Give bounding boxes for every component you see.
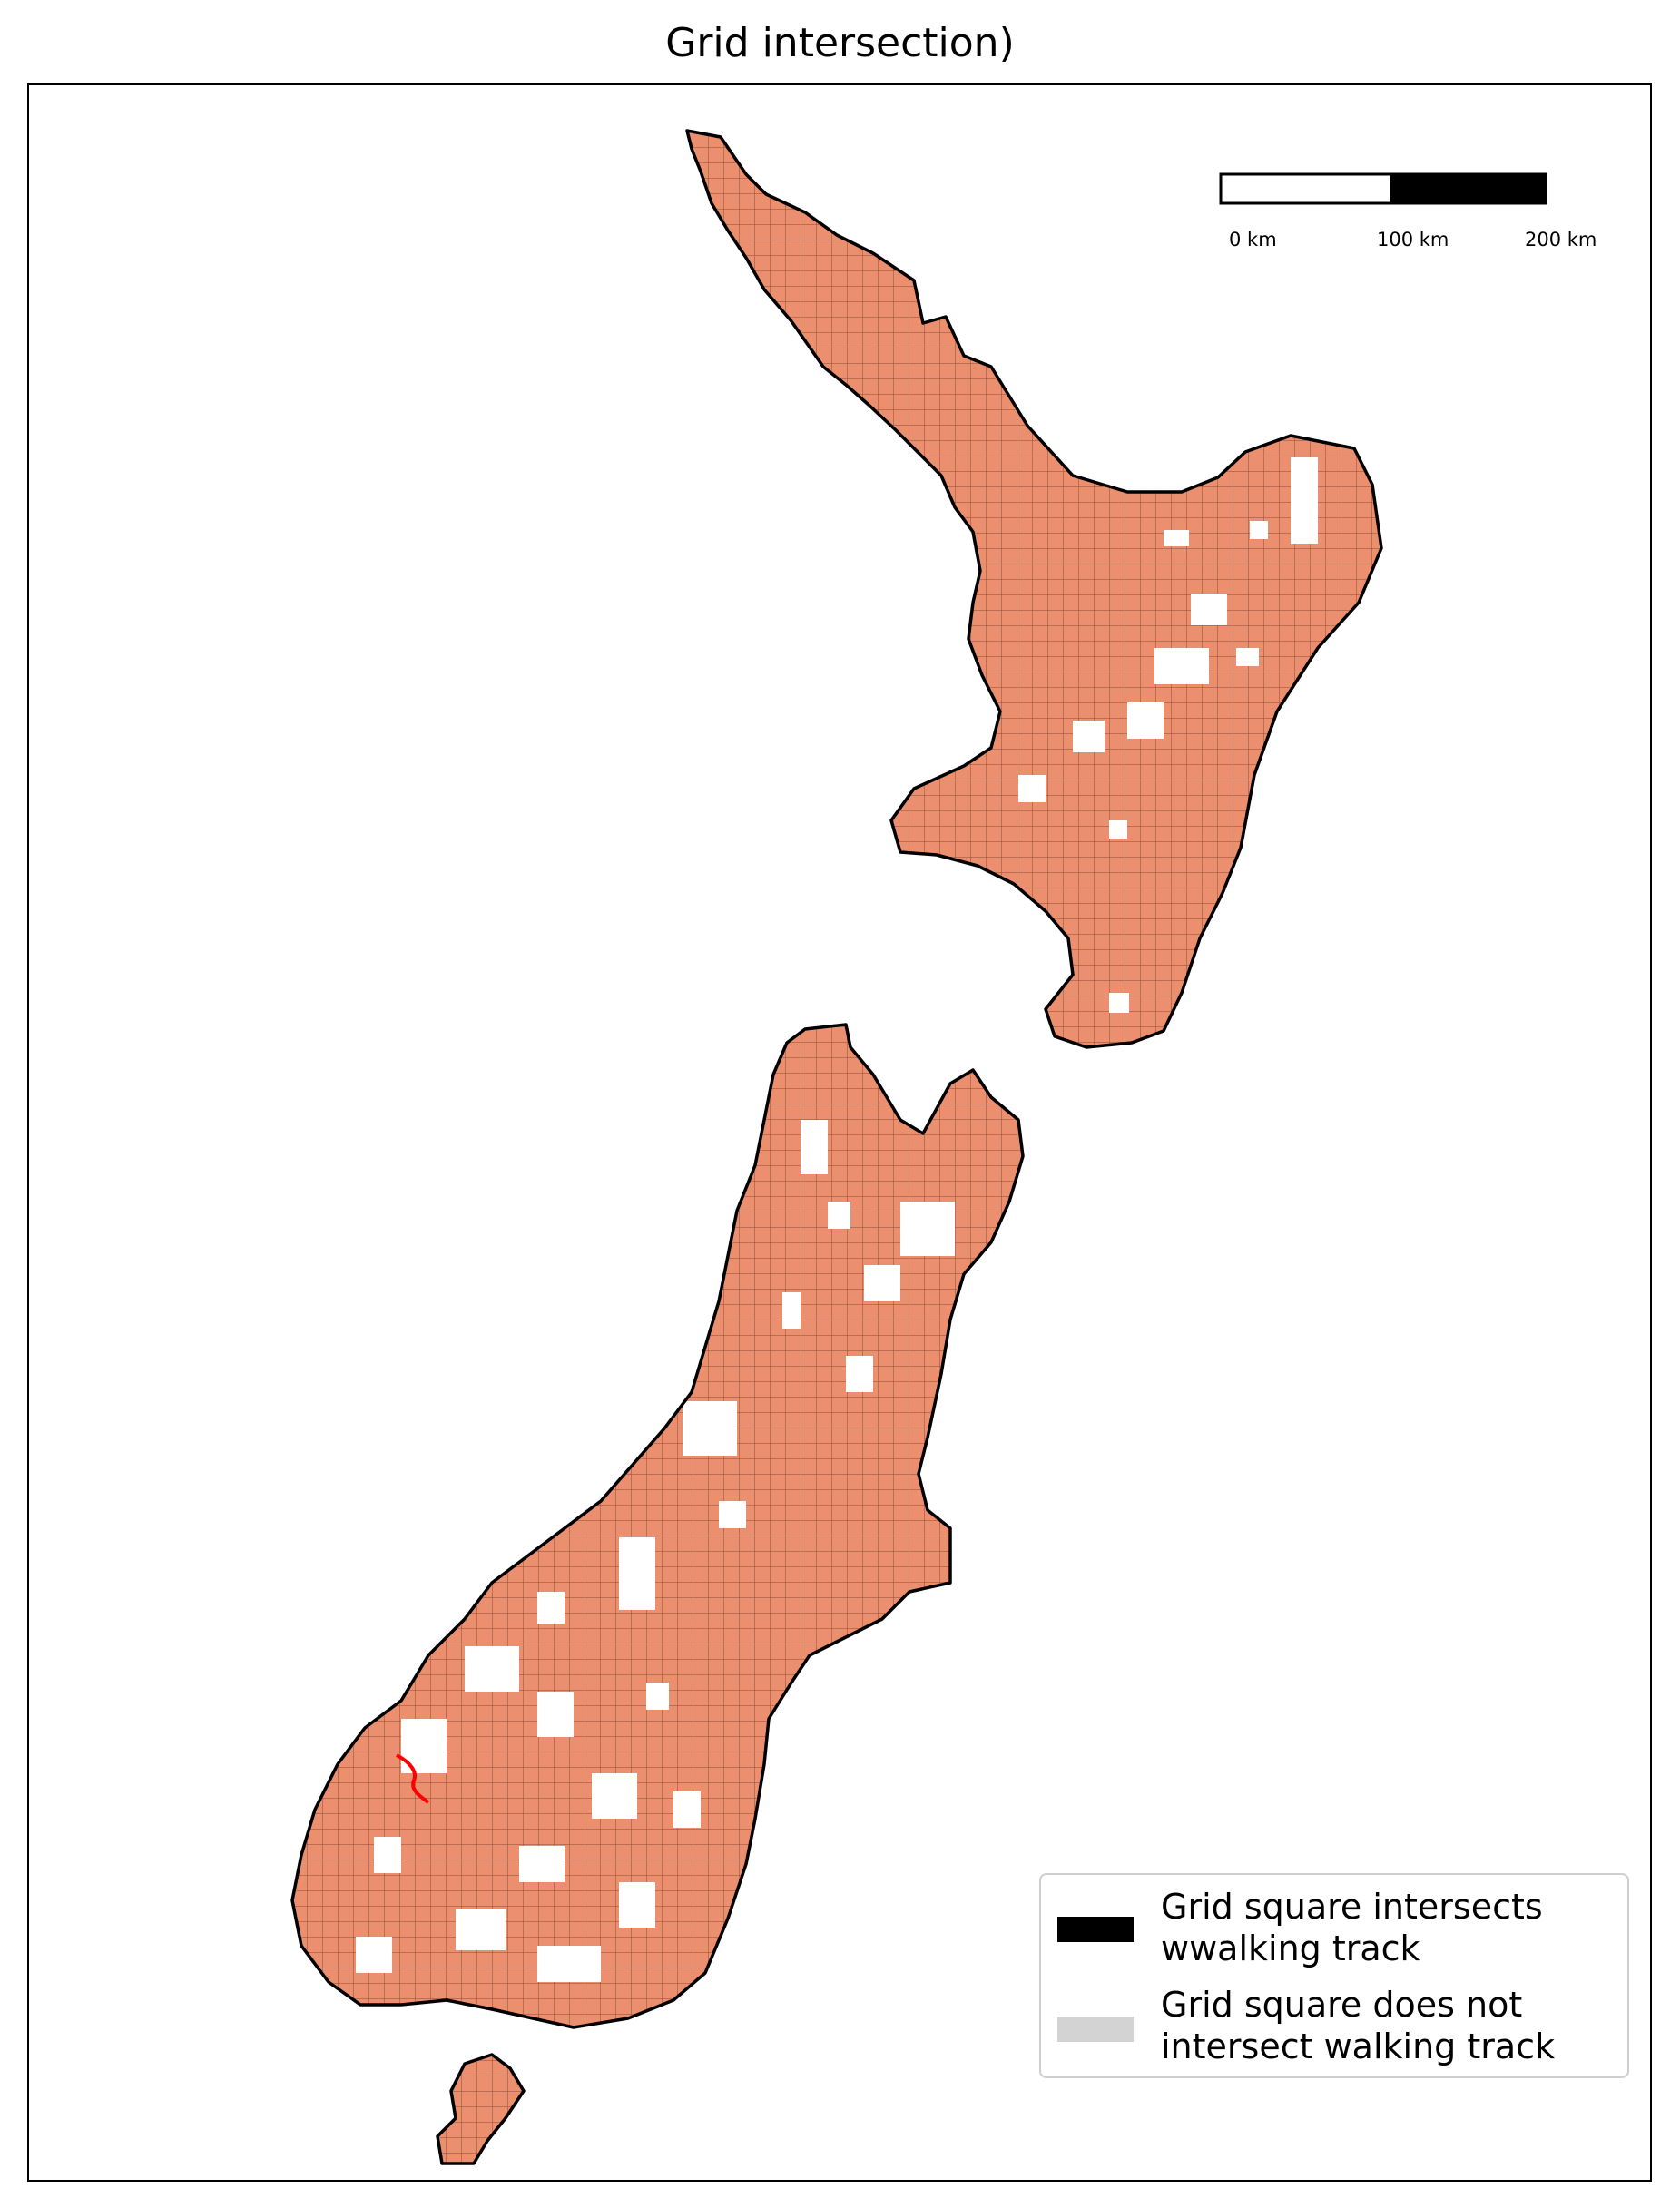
legend-swatch-black [1057, 1917, 1134, 1942]
map-canvas [290, 129, 1547, 2165]
legend: Grid square intersects wwalking track Gr… [1039, 1873, 1629, 2078]
south-island-coastline [290, 1023, 1025, 2029]
stewart-island [436, 2053, 526, 2165]
highlighted-walking-track [396, 1753, 430, 1804]
stewart-island-coastline [436, 2053, 526, 2165]
south-island-grid [292, 1025, 1023, 2027]
north-island-gaps [923, 457, 1318, 1013]
legend-swatch-gray [1057, 2017, 1134, 2042]
legend-label-intersects: Grid square intersects wwalking track [1161, 1887, 1543, 1968]
scale-bar-white-segment [1219, 172, 1393, 205]
scale-bar-black-segment [1390, 172, 1547, 205]
map-title: Grid intersection) [665, 20, 1015, 66]
north-island-coastline [685, 129, 1383, 1049]
scale-bar [1219, 172, 1547, 205]
map-frame: 0 km 100 km 200 km [27, 83, 1652, 2182]
south-island-gaps [356, 1120, 955, 1982]
north-island-grid [687, 131, 1381, 1047]
north-island [685, 129, 1383, 1049]
scale-label-200: 200 km [1525, 229, 1597, 250]
stewart-island-grid [437, 2055, 524, 2164]
legend-label-not-intersects: Grid square does not intersect walking t… [1161, 1985, 1556, 2066]
south-island [290, 1023, 1025, 2029]
scale-label-100: 100 km [1377, 229, 1449, 250]
scale-label-0: 0 km [1229, 229, 1277, 250]
